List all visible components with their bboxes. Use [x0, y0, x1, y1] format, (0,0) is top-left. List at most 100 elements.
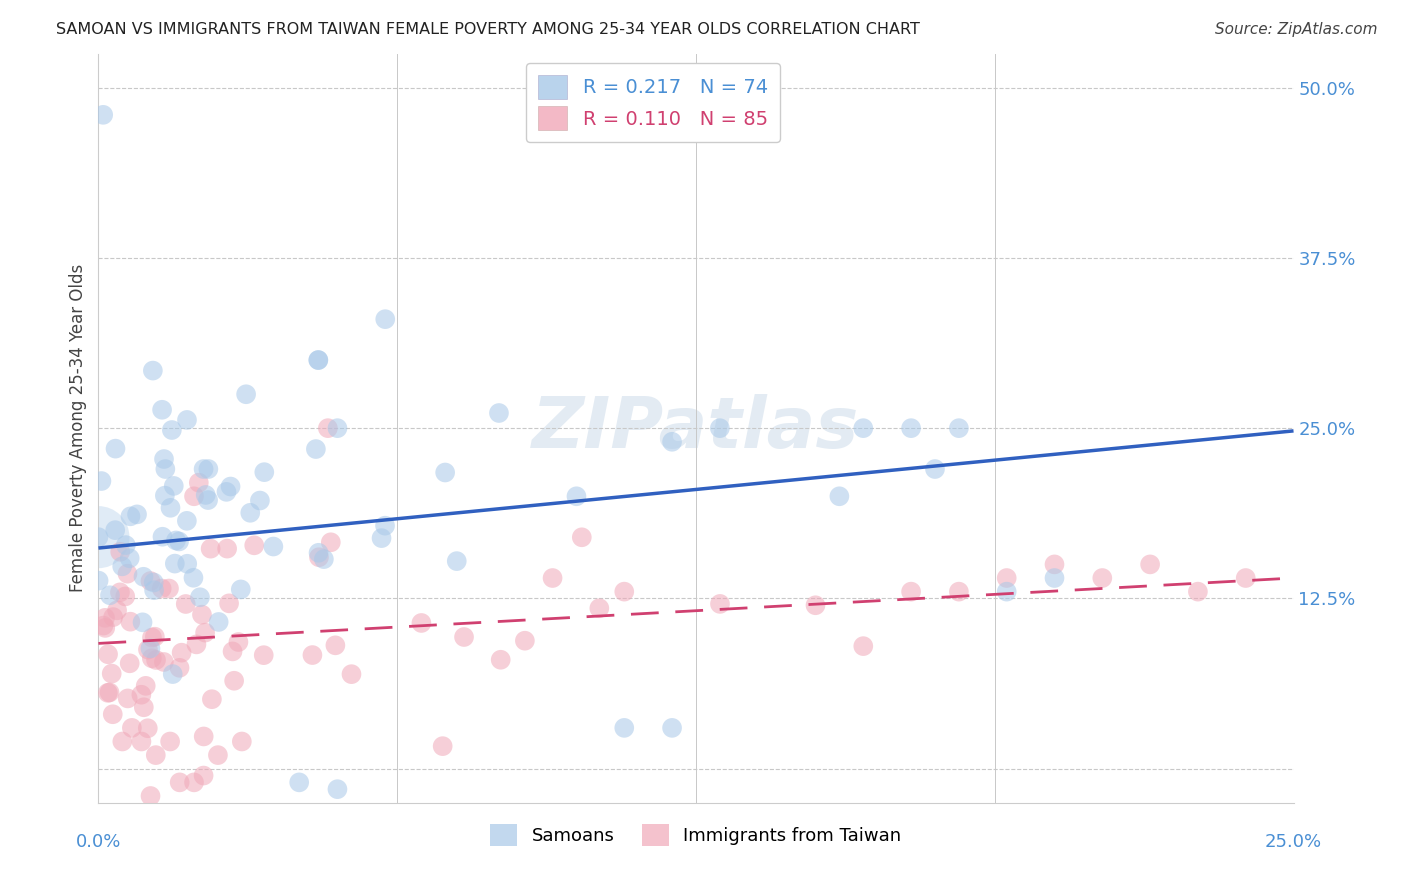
Point: [513, 633, 536, 648]
Point: [319, 535, 342, 549]
Point: [262, 540, 284, 554]
Point: [804, 599, 827, 613]
Point: [432, 739, 454, 753]
Point: [588, 601, 610, 615]
Point: [224, 673, 246, 688]
Point: [167, 534, 190, 549]
Point: [828, 489, 851, 503]
Point: [131, 734, 153, 748]
Point: [94, 621, 117, 635]
Point: [288, 775, 311, 789]
Point: [253, 465, 276, 479]
Point: [948, 421, 970, 435]
Point: [374, 518, 396, 533]
Point: [1091, 571, 1114, 585]
Point: [163, 479, 186, 493]
Point: [215, 484, 238, 499]
Point: [488, 406, 510, 420]
Point: [101, 610, 124, 624]
Point: [142, 575, 165, 590]
Point: [141, 631, 163, 645]
Point: [235, 387, 257, 401]
Point: [305, 442, 328, 456]
Point: [183, 489, 205, 503]
Point: [228, 635, 250, 649]
Point: [104, 442, 127, 456]
Point: [900, 584, 922, 599]
Point: [1043, 558, 1066, 572]
Point: [924, 462, 946, 476]
Point: [194, 488, 217, 502]
Point: [489, 653, 512, 667]
Point: [100, 666, 122, 681]
Point: [104, 523, 127, 537]
Point: [132, 570, 155, 584]
Point: [120, 509, 142, 524]
Point: [139, 789, 162, 803]
Point: [565, 489, 588, 503]
Point: [101, 707, 124, 722]
Point: [139, 641, 162, 656]
Point: [160, 423, 183, 437]
Point: [193, 730, 215, 744]
Point: [193, 768, 215, 782]
Point: [97, 686, 120, 700]
Point: [197, 493, 219, 508]
Point: [114, 590, 136, 604]
Point: [541, 571, 564, 585]
Point: [340, 667, 363, 681]
Point: [125, 508, 148, 522]
Text: Source: ZipAtlas.com: Source: ZipAtlas.com: [1215, 22, 1378, 37]
Point: [155, 462, 177, 476]
Point: [91, 108, 114, 122]
Point: [157, 582, 180, 596]
Point: [93, 618, 115, 632]
Point: [316, 421, 339, 435]
Point: [453, 630, 475, 644]
Point: [139, 574, 162, 588]
Point: [325, 638, 347, 652]
Point: [176, 413, 198, 427]
Point: [191, 607, 214, 622]
Point: [197, 462, 219, 476]
Point: [141, 651, 163, 665]
Point: [159, 734, 181, 748]
Point: [174, 597, 197, 611]
Point: [571, 530, 593, 544]
Point: [852, 639, 875, 653]
Point: [111, 734, 134, 748]
Point: [1139, 558, 1161, 572]
Point: [301, 648, 323, 662]
Point: [852, 421, 875, 435]
Point: [995, 571, 1018, 585]
Point: [231, 734, 253, 748]
Point: [121, 721, 143, 735]
Point: [118, 551, 141, 566]
Point: [194, 625, 217, 640]
Point: [217, 541, 239, 556]
Point: [169, 775, 191, 789]
Text: 0.0%: 0.0%: [76, 833, 121, 851]
Point: [120, 615, 142, 629]
Y-axis label: Female Poverty Among 25-34 Year Olds: Female Poverty Among 25-34 Year Olds: [69, 264, 87, 592]
Point: [1234, 571, 1257, 585]
Point: [1187, 584, 1209, 599]
Point: [143, 630, 166, 644]
Point: [243, 538, 266, 552]
Point: [142, 363, 165, 377]
Legend: Samoans, Immigrants from Taiwan: Samoans, Immigrants from Taiwan: [484, 817, 908, 854]
Point: [108, 545, 131, 559]
Point: [239, 506, 262, 520]
Point: [183, 775, 205, 789]
Point: [170, 646, 193, 660]
Point: [661, 434, 683, 449]
Point: [661, 721, 683, 735]
Point: [94, 611, 117, 625]
Point: [165, 533, 187, 548]
Point: [207, 748, 229, 763]
Point: [446, 554, 468, 568]
Point: [145, 653, 167, 667]
Point: [613, 721, 636, 735]
Point: [187, 475, 209, 490]
Point: [131, 688, 153, 702]
